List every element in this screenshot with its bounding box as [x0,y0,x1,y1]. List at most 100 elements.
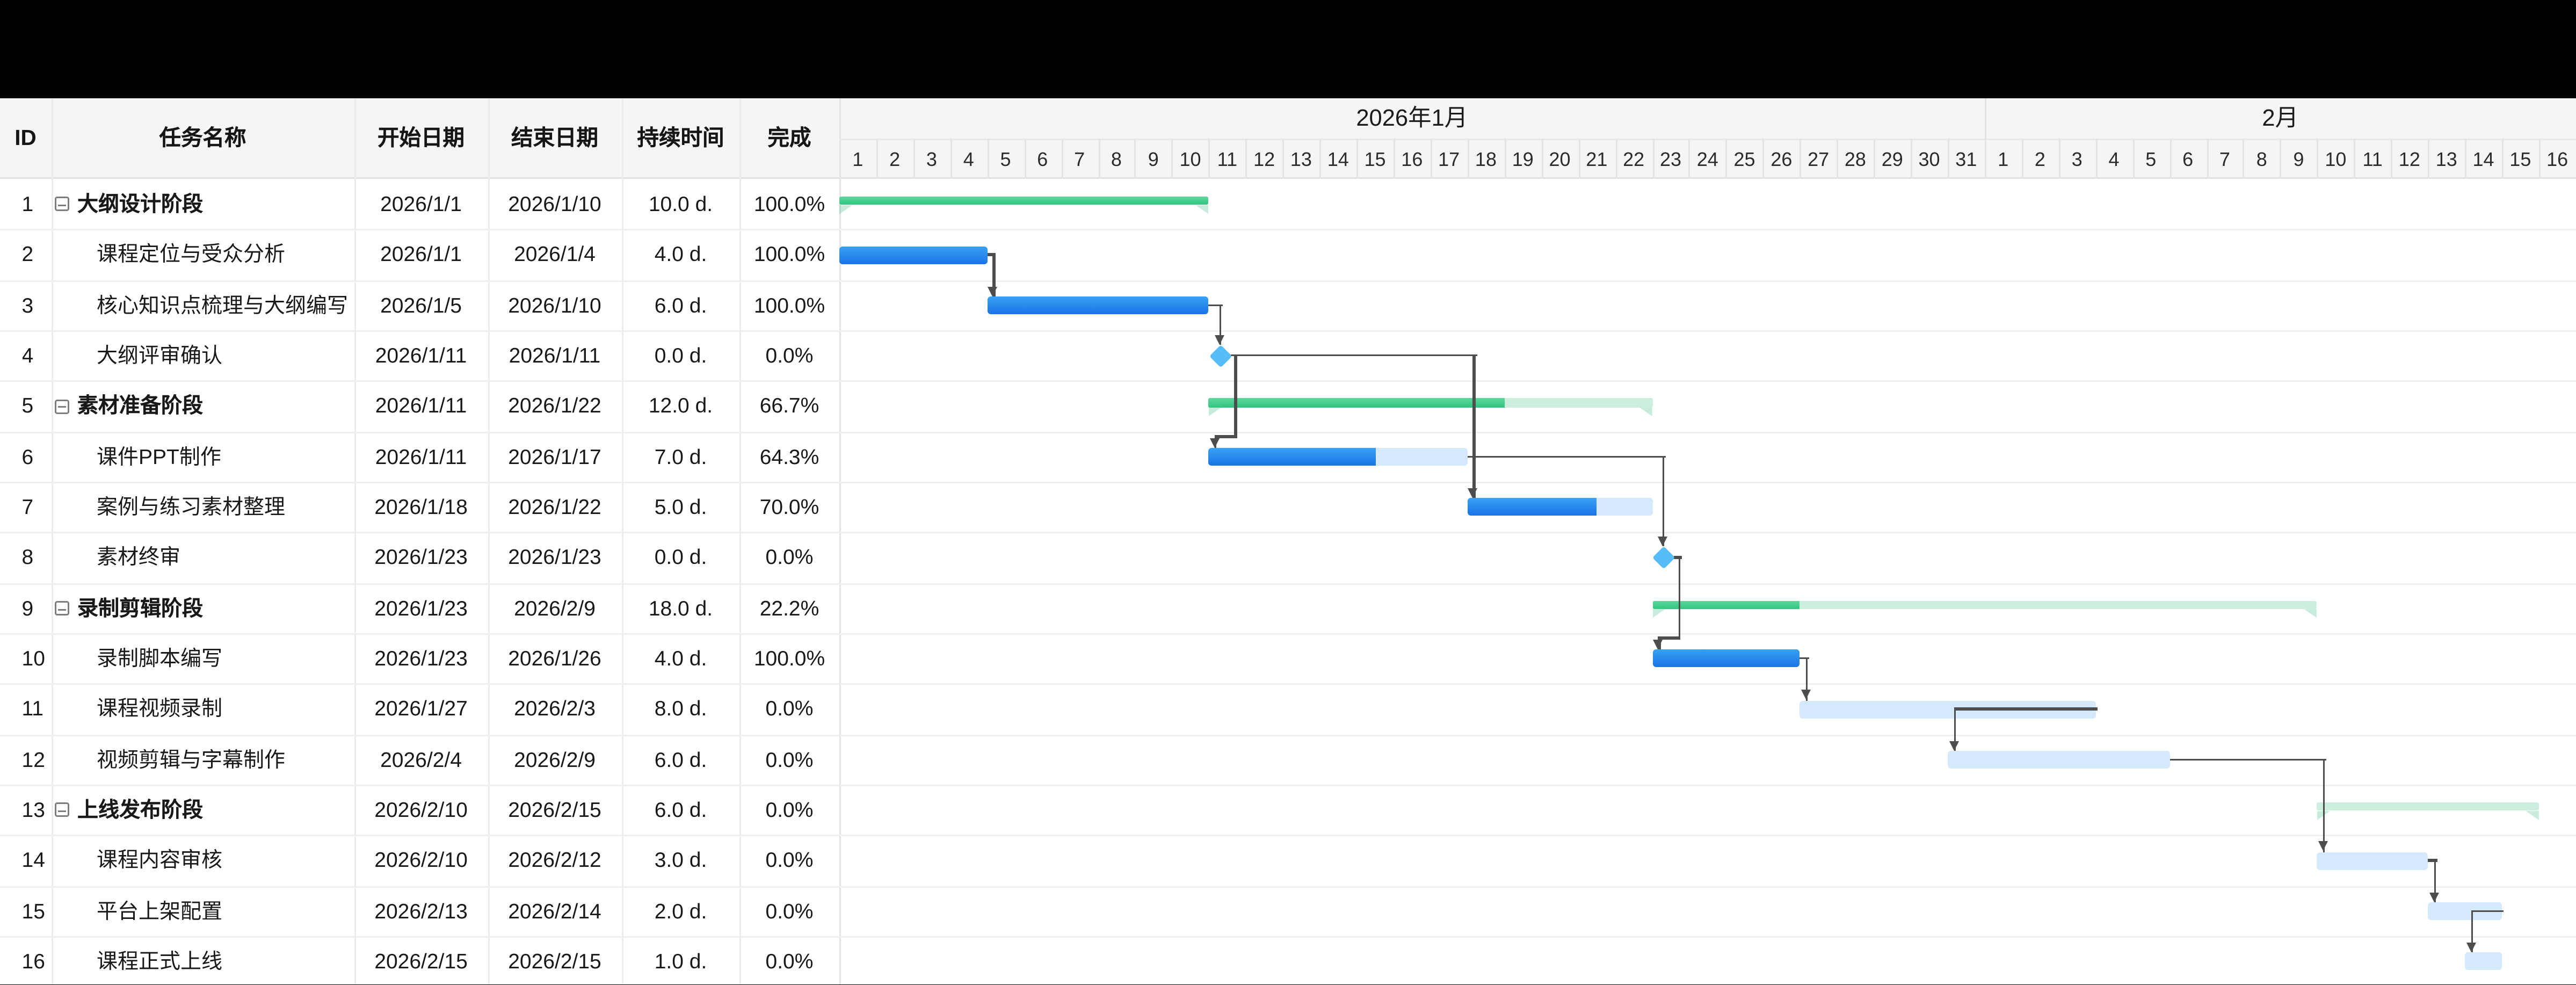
task-name-cell: 大纲评审确认 [97,343,223,367]
day-header-cell: 10 [2325,148,2347,171]
day-header-cell: 22 [1623,148,1645,171]
day-column-divider [1098,139,1100,179]
task-bar[interactable] [1208,447,1468,466]
task-end-cell: 2026/1/11 [509,343,601,367]
day-column-divider [2058,139,2060,179]
task-duration-cell: 6.0 d. [654,797,707,822]
task-bar[interactable] [987,296,1209,314]
dependency-arrow-icon [1209,437,1220,447]
task-duration-cell: 8.0 d. [654,696,707,721]
milestone-diamond[interactable] [1209,344,1231,367]
column-header-percent[interactable]: 完成 [767,126,811,150]
day-header-cell: 20 [1549,148,1571,171]
day-column-divider [2465,139,2467,179]
task-bar[interactable] [2317,851,2428,870]
row-divider [0,633,2576,635]
task-duration-cell: 2.0 d. [654,898,707,923]
day-column-divider [1061,139,1063,179]
column-header-id[interactable]: ID [14,126,37,150]
dependency-line [1234,355,1237,437]
collapse-icon[interactable] [54,802,69,817]
row-divider [0,481,2576,483]
task-duration-cell: 0.0 d. [654,343,707,367]
collapse-icon[interactable] [54,399,69,414]
table-column-divider [622,98,623,985]
task-duration-cell: 4.0 d. [654,646,707,670]
task-bar-progress [1652,649,1800,668]
dependency-line [1208,303,1223,307]
day-header-cell: 7 [1074,148,1085,171]
day-column-divider [876,139,878,179]
day-header-cell: 1 [1998,148,2009,171]
day-header-cell: 26 [1770,148,1793,171]
task-start-cell: 2026/1/23 [374,595,468,620]
day-column-divider [1356,139,1359,179]
task-start-cell: 2026/2/4 [380,747,462,771]
task-bar-progress [987,296,1209,314]
dependency-line [987,253,997,256]
task-bar[interactable] [1467,498,1652,516]
day-header-cell: 13 [1290,148,1312,171]
summary-bar[interactable] [839,197,1209,206]
dependency-line [1214,435,1237,438]
task-id-cell: 10 [21,646,45,670]
day-header-cell: 1 [852,148,863,171]
day-header-cell: 11 [1217,148,1238,171]
collapse-icon[interactable] [54,600,69,615]
dependency-arrow-icon [2318,841,2328,851]
day-header-cell: 19 [1512,148,1534,171]
dependency-arrow-icon [2465,942,2476,952]
task-name-cell: 课程内容审核 [97,848,223,872]
task-bar[interactable] [1652,649,1800,668]
day-header-cell: 29 [1881,148,1903,171]
task-percent-cell: 100.0% [753,192,825,216]
milestone-diamond[interactable] [1652,546,1674,569]
task-percent-cell: 0.0% [765,948,814,973]
column-header-end[interactable]: 结束日期 [511,126,598,150]
task-start-cell: 2026/2/10 [374,797,468,822]
task-percent-cell: 100.0% [753,292,825,317]
task-id-cell: 11 [21,696,44,721]
summary-bar[interactable] [1208,398,1652,408]
dependency-line [2472,909,2505,912]
day-column-divider [2354,139,2356,179]
summary-bar[interactable] [2317,802,2539,812]
task-duration-cell: 0.0 d. [654,545,707,569]
task-name-cell: 大纲设计阶段 [77,192,204,216]
task-duration-cell: 12.0 d. [648,393,713,418]
task-start-cell: 2026/1/1 [380,242,462,266]
day-column-divider [1652,139,1654,179]
day-column-divider [1799,139,1802,179]
task-percent-cell: 22.2% [759,595,819,620]
day-header-cell: 24 [1696,148,1718,171]
task-start-cell: 2026/2/15 [374,948,468,973]
task-bar[interactable] [2465,952,2502,970]
day-column-divider [2428,139,2430,179]
task-bar[interactable] [839,245,988,264]
task-name-cell: 课程正式上线 [97,948,223,973]
task-start-cell: 2026/1/5 [380,292,462,317]
table-column-divider [51,98,53,985]
task-name-cell: 素材准备阶段 [77,393,204,418]
day-header-cell: 14 [1327,148,1349,171]
task-id-cell: 1 [21,192,34,216]
column-header-start[interactable]: 开始日期 [378,126,465,150]
summary-bar[interactable] [1652,600,2317,610]
day-column-divider [1245,139,1247,179]
day-header-cell: 31 [1955,148,1977,171]
dependency-arrow-icon [1948,740,1958,750]
task-end-cell: 2026/1/22 [508,494,601,519]
task-start-cell: 2026/1/27 [374,696,468,721]
day-header-cell: 18 [1475,148,1497,171]
task-percent-cell: 0.0% [765,898,814,923]
day-column-divider [2280,139,2282,179]
column-header-duration[interactable]: 持续时间 [637,126,724,150]
column-header-name[interactable]: 任务名称 [159,126,246,150]
task-id-cell: 15 [21,898,45,923]
task-bar[interactable] [1947,750,2169,769]
collapse-icon[interactable] [54,197,69,212]
day-column-divider [1874,139,1876,179]
day-header-cell: 12 [1253,148,1275,171]
task-duration-cell: 6.0 d. [654,292,707,317]
